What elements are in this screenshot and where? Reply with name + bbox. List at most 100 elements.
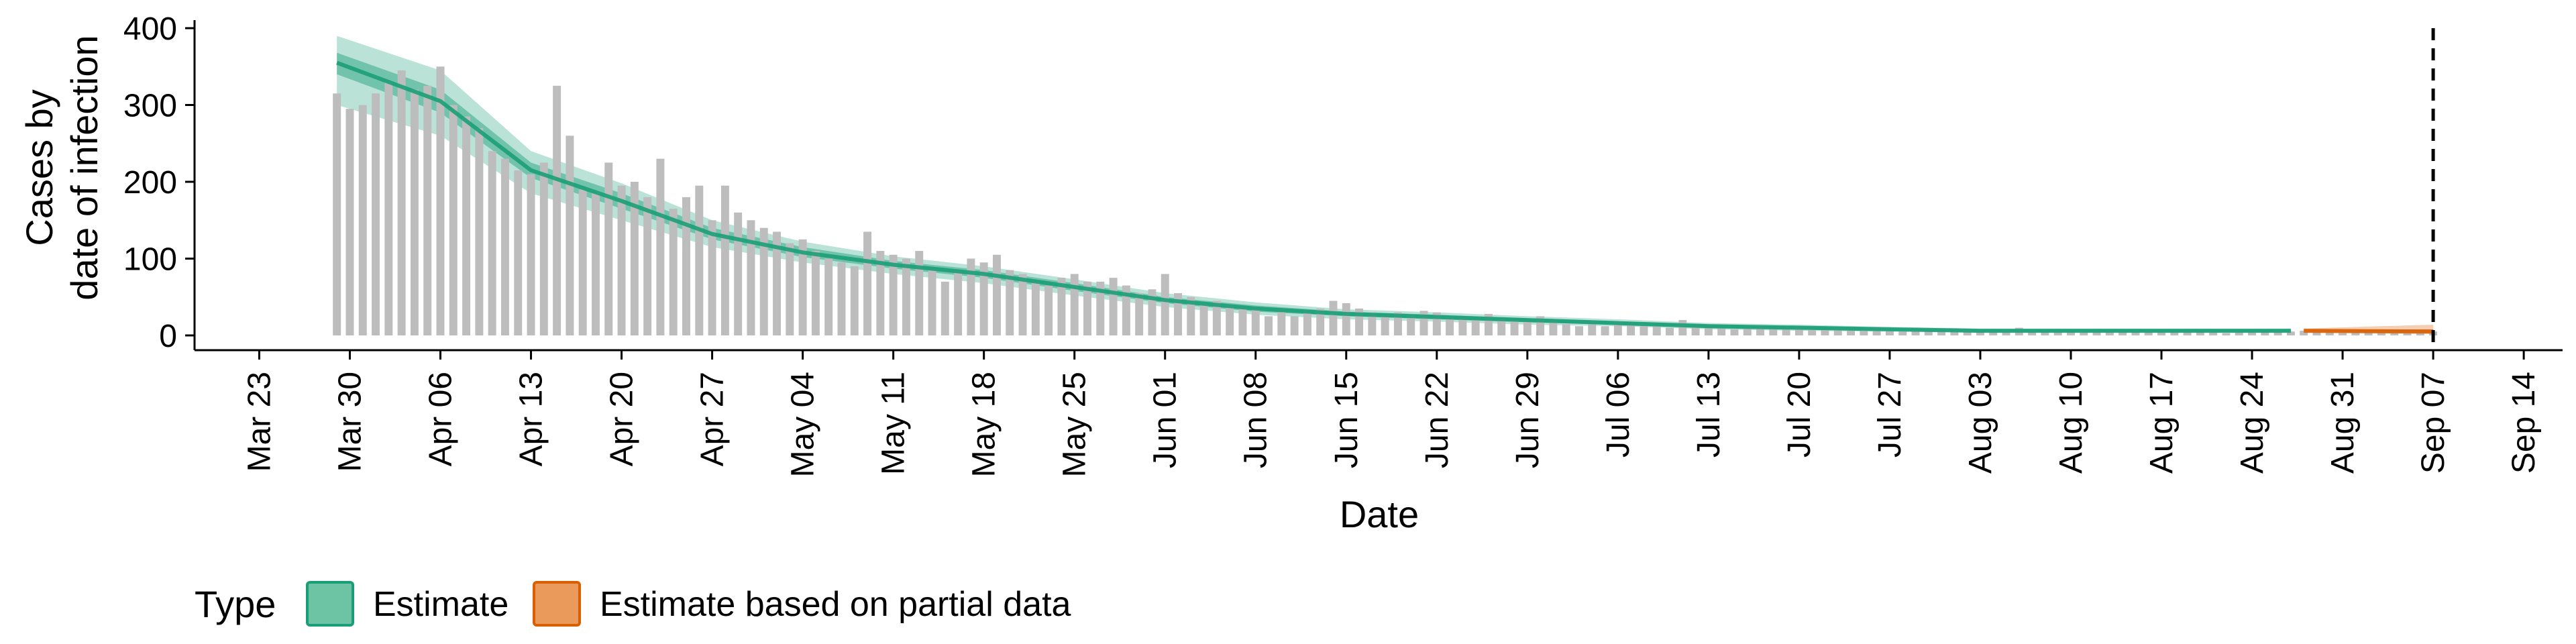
case-bar <box>358 105 367 335</box>
case-bar <box>449 105 458 335</box>
case-bar <box>1613 321 1622 335</box>
case-bar <box>410 89 419 335</box>
case-bar <box>773 231 782 335</box>
case-bar <box>2286 331 2295 335</box>
case-bar <box>1536 316 1545 335</box>
x-tick-label: Aug 17 <box>2144 372 2180 474</box>
case-bar <box>695 185 704 335</box>
case-bar <box>889 254 898 335</box>
case-bar <box>2248 332 2257 335</box>
case-bar <box>462 116 471 336</box>
case-bar <box>682 197 690 335</box>
case-bar <box>1238 308 1247 335</box>
case-bar <box>578 189 587 335</box>
case-bar <box>1135 293 1144 335</box>
case-bar <box>759 227 768 335</box>
case-bar <box>1769 329 1778 335</box>
case-bar <box>1847 329 1856 335</box>
case-bar <box>1212 301 1221 335</box>
case-bar <box>604 162 613 335</box>
y-tick-label: 300 <box>123 89 177 124</box>
case-bar <box>591 193 600 335</box>
x-tick-label: Sep 07 <box>2416 372 2451 474</box>
case-bar <box>1290 316 1299 335</box>
case-bar <box>915 251 924 335</box>
case-bar <box>643 197 652 335</box>
y-tick-label: 100 <box>123 242 177 278</box>
case-bar <box>720 185 729 335</box>
case-bar <box>850 266 859 335</box>
case-bar <box>2377 332 2385 335</box>
case-bar <box>1575 326 1583 335</box>
case-bar <box>1678 320 1687 335</box>
case-bar <box>1950 331 1959 335</box>
case-bar <box>1497 318 1506 335</box>
x-tick-label: Aug 10 <box>2053 372 2089 474</box>
case-bar <box>1070 274 1079 335</box>
x-tick-label: Apr 06 <box>423 372 459 466</box>
case-bar <box>1381 316 1389 335</box>
x-tick-label: Aug 31 <box>2325 372 2361 474</box>
y-axis-ticks: 0 100 200 300 400 <box>123 11 195 354</box>
case-bar <box>1588 323 1597 335</box>
case-bar <box>436 66 445 335</box>
case-bar <box>1471 320 1480 335</box>
case-bar <box>2067 331 2075 335</box>
case-bar <box>1794 327 1803 335</box>
case-bar <box>1885 329 1894 335</box>
case-bar <box>824 258 833 335</box>
case-bar <box>928 270 936 335</box>
case-bar <box>1355 308 1364 335</box>
case-bar <box>2209 332 2218 335</box>
case-bar <box>656 158 665 335</box>
case-bar <box>2273 331 2282 335</box>
x-tick-label: May 25 <box>1057 372 1093 477</box>
x-axis-title: Date <box>1340 493 1419 535</box>
case-bar <box>1691 326 1700 335</box>
case-bar <box>2080 332 2088 335</box>
case-bar <box>1083 281 1091 335</box>
x-tick-label: Mar 23 <box>241 372 277 472</box>
y-tick-label: 200 <box>123 165 177 201</box>
case-bar <box>2339 333 2347 335</box>
case-bar <box>2183 331 2192 335</box>
case-bar <box>333 93 341 335</box>
case-bar <box>1640 323 1648 335</box>
case-bar <box>967 258 975 335</box>
x-tick-label: Jun 29 <box>1510 372 1546 468</box>
case-bar <box>2144 331 2153 335</box>
case-bar <box>1523 321 1532 335</box>
case-bar <box>954 270 963 335</box>
case-bar <box>1666 327 1674 335</box>
case-bar <box>2300 331 2308 335</box>
x-tick-label: Jun 08 <box>1238 372 1274 468</box>
legend: Type Estimate Estimate based on partial … <box>195 581 1071 627</box>
x-tick-label: Apr 27 <box>695 372 731 466</box>
case-bar <box>1704 327 1713 335</box>
case-bar <box>500 158 509 335</box>
case-bar <box>2325 332 2334 335</box>
case-bar <box>1860 331 1868 335</box>
case-bar <box>514 170 523 335</box>
case-bar <box>863 231 872 335</box>
case-bar <box>1316 308 1325 335</box>
case-bar <box>811 251 820 335</box>
x-tick-label: Aug 03 <box>1963 372 1998 474</box>
case-bar <box>2170 331 2179 335</box>
case-bar <box>2157 332 2166 335</box>
case-bar <box>876 251 885 335</box>
case-bar <box>1096 281 1105 335</box>
case-bar <box>1006 270 1014 335</box>
case-bar <box>1161 274 1169 335</box>
case-bar <box>1265 316 1273 335</box>
x-tick-label: Jul 06 <box>1601 372 1636 458</box>
case-bar <box>1018 274 1027 335</box>
case-bar <box>734 212 743 335</box>
case-bar <box>1652 326 1661 335</box>
x-tick-label: Jun 22 <box>1419 372 1455 468</box>
case-bar <box>798 239 807 335</box>
case-bar <box>1510 320 1519 335</box>
x-tick-label: Sep 14 <box>2506 372 2542 474</box>
legend-title: Type <box>195 583 276 625</box>
